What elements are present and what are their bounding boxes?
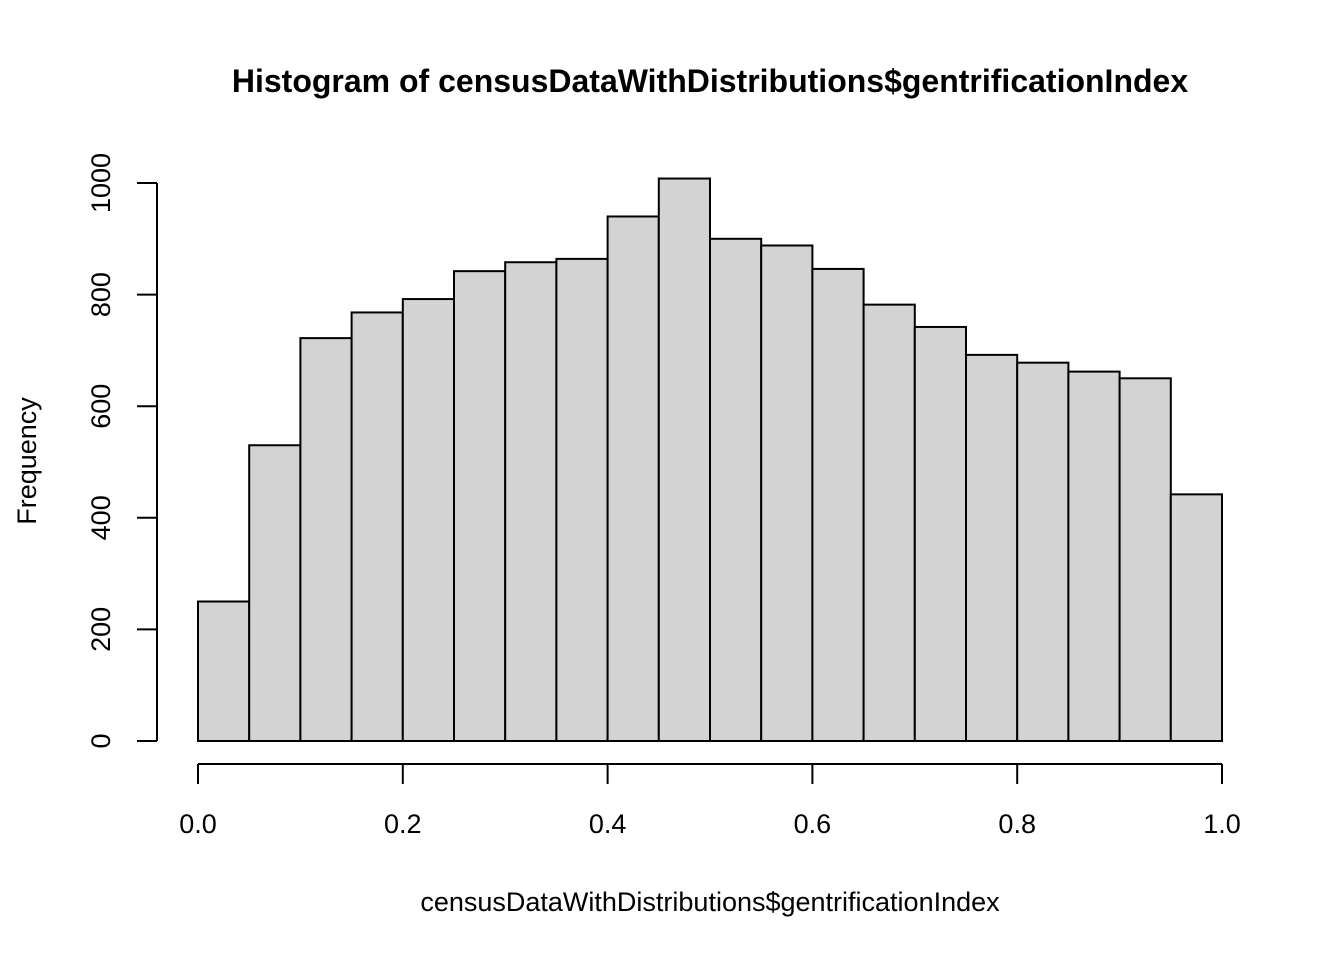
histogram-bar	[555, 257, 609, 742]
x-tick-label: 0.8	[998, 809, 1036, 839]
histogram-bar	[657, 177, 711, 742]
y-tick-label: 200	[86, 607, 116, 652]
histogram-bar	[862, 303, 916, 742]
y-tick-label: 1000	[86, 153, 116, 213]
histogram-bar	[350, 311, 404, 742]
histogram-bar	[1169, 493, 1224, 743]
histogram-bar	[453, 270, 507, 742]
x-tick-label: 1.0	[1203, 809, 1241, 839]
y-tick-label: 0	[86, 733, 116, 748]
x-tick-label: 0.4	[589, 809, 627, 839]
y-axis-label: Frequency	[12, 397, 42, 525]
histogram-bar	[504, 261, 558, 742]
x-tick-label: 0.2	[384, 809, 422, 839]
chart-title: Histogram of censusDataWithDistributions…	[232, 63, 1188, 99]
histogram-bar	[913, 325, 967, 742]
histogram-bar	[965, 353, 1019, 742]
x-axis: 0.0 0.2 0.4 0.6 0.8 1.0	[179, 763, 1241, 839]
histogram-bar	[709, 237, 763, 743]
bars-group	[197, 177, 1224, 743]
y-tick-label: 800	[86, 272, 116, 317]
histogram-bar	[1016, 361, 1070, 742]
y-axis: 0 200 400 600 800 1000	[86, 153, 158, 749]
histogram-bar	[1067, 370, 1121, 742]
y-tick-label: 600	[86, 384, 116, 429]
y-tick-label: 400	[86, 495, 116, 540]
histogram-bar	[760, 244, 814, 742]
histogram-bar	[811, 267, 865, 742]
histogram-bar	[197, 600, 251, 742]
x-axis-label: censusDataWithDistributions$gentrificati…	[420, 887, 1000, 917]
histogram-bar	[606, 215, 660, 743]
histogram-bar	[1118, 377, 1172, 742]
x-tick-label: 0.6	[794, 809, 832, 839]
x-tick-label: 0.0	[179, 809, 217, 839]
histogram-bar	[299, 337, 353, 742]
histogram-bar	[248, 444, 302, 742]
histogram-bar	[401, 298, 455, 742]
